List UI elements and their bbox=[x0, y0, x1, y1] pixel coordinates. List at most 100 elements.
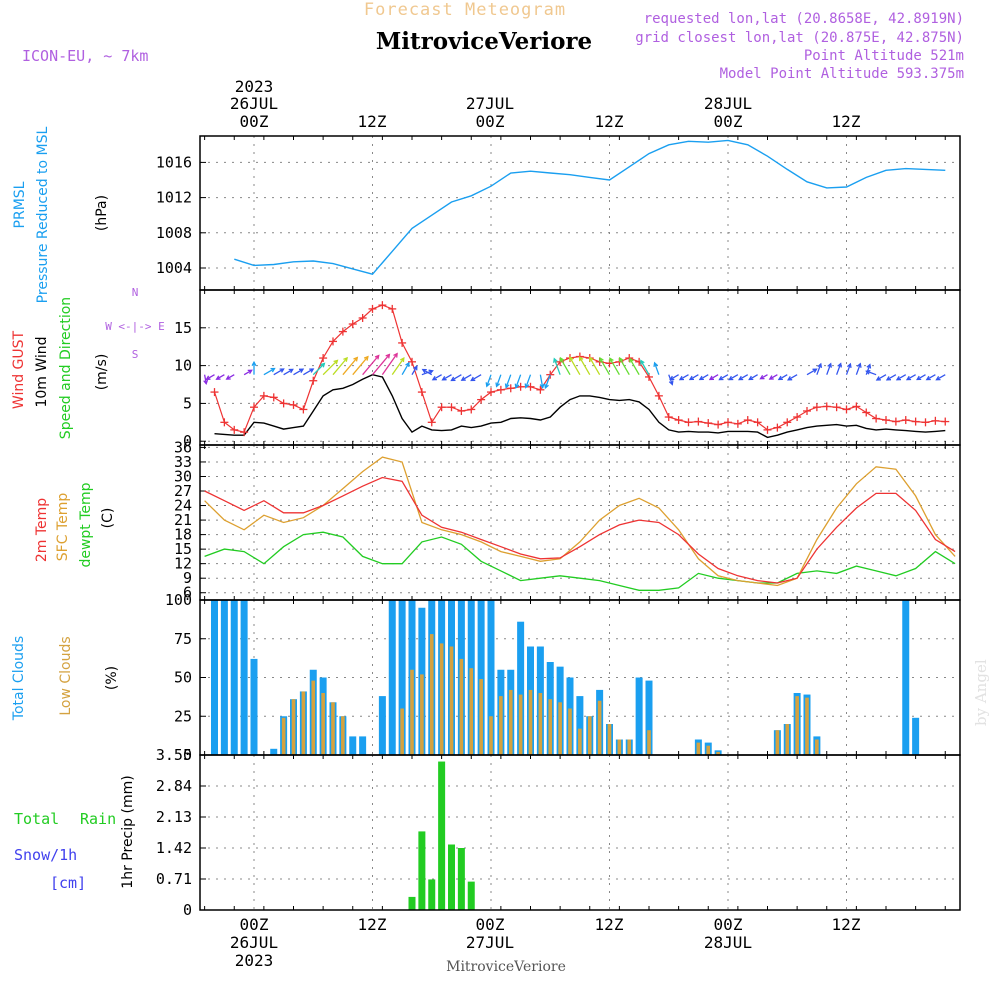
low-cloud-bar bbox=[439, 643, 444, 755]
panel-frame bbox=[199, 289, 961, 446]
wind-arrow bbox=[619, 357, 630, 376]
wind-arrow-head bbox=[279, 368, 285, 373]
wind-arrow bbox=[553, 358, 561, 375]
wind-arrow bbox=[729, 374, 739, 381]
y-tick-label: 1012 bbox=[156, 189, 192, 207]
y-tick-label: 0.71 bbox=[156, 870, 192, 888]
wind-arrow bbox=[836, 363, 842, 375]
low-cloud-bar bbox=[528, 689, 533, 755]
wind-arrow bbox=[738, 374, 749, 381]
low-cloud-bar bbox=[785, 724, 790, 755]
rain-bar bbox=[467, 881, 475, 910]
low-cloud-bar bbox=[489, 716, 493, 755]
y-tick-label: 50 bbox=[174, 669, 192, 687]
wind-arrow bbox=[470, 374, 482, 381]
station-title: MitroviceVeriore bbox=[376, 28, 592, 55]
wind-arrow bbox=[719, 374, 729, 381]
wind-arrow-head bbox=[688, 375, 695, 381]
panel-frame bbox=[199, 135, 961, 291]
wind-arrow-head bbox=[748, 375, 754, 381]
wind-arrow bbox=[342, 357, 358, 376]
low-cloud-bar bbox=[805, 697, 809, 755]
low-cloud-bar bbox=[291, 699, 296, 755]
wind-arrow bbox=[442, 374, 452, 381]
wind-arrow-head bbox=[363, 355, 369, 361]
wind-arrow-head bbox=[777, 375, 783, 381]
wind-arrow-head bbox=[441, 376, 447, 381]
low-cloud-bar bbox=[499, 696, 503, 755]
y-tick-label: 1008 bbox=[156, 224, 192, 242]
bottom-tick-3: 12Z bbox=[595, 915, 624, 934]
wind-arrow bbox=[699, 374, 709, 381]
y-tick-label: 18 bbox=[174, 526, 192, 544]
rain-bar bbox=[408, 896, 416, 910]
compass-we: W <-|-> E bbox=[105, 320, 165, 333]
low-cloud-bar bbox=[410, 669, 414, 755]
low-cloud-bar bbox=[578, 728, 582, 755]
top-year: 2023 bbox=[235, 77, 274, 96]
wind-arrow bbox=[866, 370, 877, 376]
wind-arrow bbox=[653, 362, 660, 375]
total-cloud-bar bbox=[378, 696, 386, 755]
wind-arrow bbox=[640, 360, 650, 376]
y-tick-label: 100 bbox=[165, 591, 192, 609]
low-cloud-bar bbox=[420, 674, 424, 755]
wind-arrow bbox=[372, 354, 390, 376]
model-label: ICON-EU, ~ 7km bbox=[22, 47, 148, 65]
wind-arrow-head bbox=[787, 376, 793, 381]
total-cloud-bar bbox=[220, 600, 228, 755]
wind-arrow-head bbox=[333, 359, 339, 365]
wind-arrow bbox=[505, 374, 512, 388]
total-cloud-bar bbox=[576, 696, 584, 755]
wind-arrow bbox=[599, 357, 611, 376]
wind-arrow bbox=[916, 374, 926, 381]
wind-arrow-head bbox=[385, 353, 391, 359]
y-tick-label: 0 bbox=[183, 746, 192, 764]
panel-frame bbox=[199, 444, 961, 601]
wind-arrow-head bbox=[905, 375, 912, 381]
wind-arrow-head bbox=[837, 362, 842, 368]
wind-arrow bbox=[778, 374, 788, 381]
wind-arrow-head bbox=[827, 362, 832, 368]
wind-arrow bbox=[787, 374, 798, 381]
wind-arrow-head bbox=[856, 362, 862, 368]
wind-arrow bbox=[486, 374, 492, 387]
wind-arrow-head bbox=[678, 375, 685, 381]
wind-arrow-head bbox=[421, 368, 427, 374]
bottom-tick-1: 12Z bbox=[358, 915, 387, 934]
wind-arrow-head bbox=[485, 382, 491, 388]
wind-arrow bbox=[609, 358, 620, 376]
low-cloud-bar bbox=[518, 694, 523, 755]
low-cloud-bar bbox=[400, 708, 404, 755]
y-tick-label: 27 bbox=[174, 482, 192, 500]
y-tick-label: 1004 bbox=[156, 259, 192, 277]
wind-arrow bbox=[243, 369, 253, 376]
wind-arrow bbox=[332, 357, 348, 376]
wind-arrow bbox=[422, 368, 433, 376]
wind-dir-label: Speed and Direction bbox=[58, 297, 74, 439]
wind-arrow-head bbox=[495, 382, 501, 388]
bottom-tick-5: 12Z bbox=[832, 915, 861, 934]
top-tick-0: 00Z bbox=[240, 112, 269, 131]
y-tick-label: 21 bbox=[174, 511, 192, 529]
low-cloud-bar bbox=[775, 730, 780, 755]
y-tick-label: 1.42 bbox=[156, 839, 192, 857]
bottom-tick-2: 00Z bbox=[476, 915, 505, 934]
wind-arrow-head bbox=[589, 356, 594, 362]
wind-arrow-head bbox=[629, 357, 634, 363]
wind-arrow-head bbox=[504, 383, 510, 389]
rain-bar bbox=[428, 879, 436, 910]
wind-arrow-head bbox=[405, 361, 410, 367]
wind-arrow-head bbox=[578, 356, 584, 362]
wind-arrow bbox=[876, 374, 887, 381]
wind-arrow bbox=[515, 374, 522, 388]
bottom-tick-0: 00Z bbox=[240, 915, 269, 934]
wind-arrow-head bbox=[298, 368, 305, 373]
closest-coords: grid closest lon,lat (20.875E, 42.875N) bbox=[635, 30, 964, 46]
wind-arrow-head bbox=[599, 356, 604, 363]
total-cloud-bar bbox=[270, 748, 278, 755]
wind-arrow bbox=[816, 363, 822, 375]
low-cloud-bar bbox=[331, 702, 335, 755]
y-tick-label: 24 bbox=[174, 497, 192, 515]
